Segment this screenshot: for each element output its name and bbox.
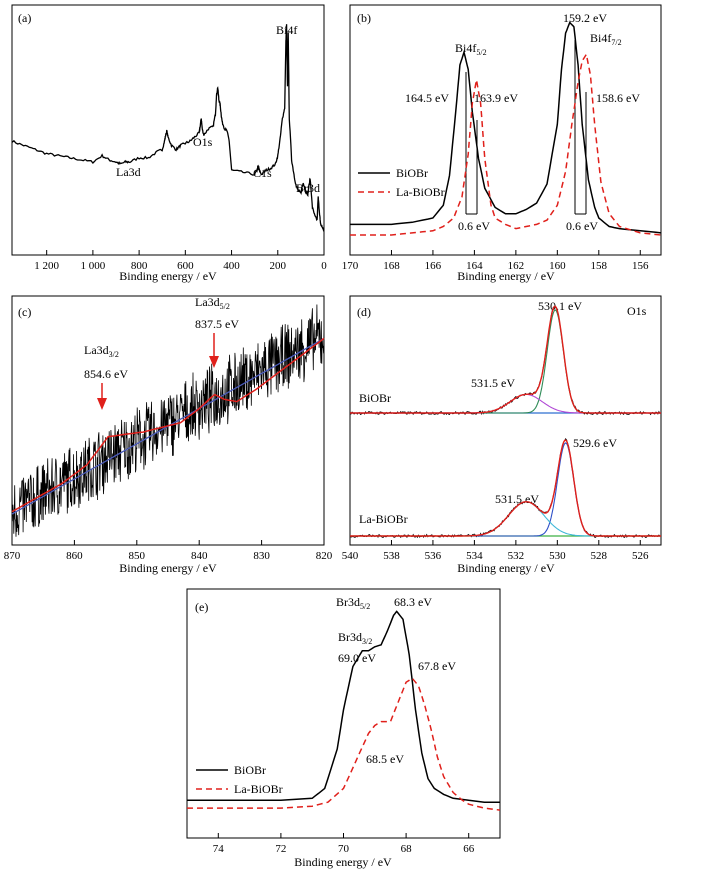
label-854-6: 854.6 eV (84, 367, 128, 381)
x-tick-label: 800 (131, 260, 148, 272)
panel-c-frame (11, 295, 325, 546)
x-tick-label: 158 (591, 260, 608, 272)
survey-spectrum-line (11, 24, 325, 232)
label-la3d: La3d (116, 165, 141, 179)
panel-e-legend: BiOBr La-BiOBr (196, 763, 283, 796)
panel-b: (b) Bi4f5/2 Bi4f7/2 159.2 eV 158.6 eV 16… (349, 4, 662, 283)
fit-line (11, 337, 325, 513)
label-la3d52: La3d5/2 (195, 295, 230, 311)
panel-b-label: (b) (357, 11, 371, 25)
label-530-1: 530.1 eV (538, 299, 582, 313)
label-164-5: 164.5 eV (405, 91, 449, 105)
series-line-biobr (187, 610, 500, 803)
label-br3d52: Br3d5/2 (336, 595, 370, 611)
panel-a-label: (a) (18, 11, 31, 25)
panel-e-xlabel: Binding energy / eV (294, 855, 392, 869)
x-tick-label: 840 (191, 550, 208, 562)
panel-c-label: (c) (18, 305, 31, 319)
x-tick-label: 74 (213, 843, 225, 855)
label-shift-1: 0.6 eV (458, 219, 490, 233)
x-tick-label: 534 (466, 550, 483, 562)
x-tick-label: 66 (463, 843, 475, 855)
arrow-854-6 (97, 383, 107, 410)
label-163-9: 163.9 eV (474, 91, 518, 105)
panel-b-legend: BiOBr La-BiOBr (358, 166, 445, 199)
panel-a: (a) Bi4f O1s La3d C1s Br3d Binding energ… (11, 4, 325, 283)
label-531-5-top: 531.5 eV (471, 376, 515, 390)
legend-e-la-biobr: La-BiOBr (234, 782, 283, 796)
x-tick-label: 526 (632, 550, 649, 562)
x-tick-label: 850 (129, 550, 146, 562)
x-tick-label: 72 (275, 843, 286, 855)
label-837-5: 837.5 eV (195, 317, 239, 331)
label-159-2: 159.2 eV (563, 11, 607, 25)
x-tick-label: 162 (508, 260, 525, 272)
label-la3d32: La3d3/2 (84, 343, 119, 359)
arrow-837-5 (209, 333, 219, 368)
panel-b-xlabel: Binding energy / eV (457, 269, 555, 283)
x-tick-label: 168 (383, 260, 400, 272)
x-tick-label: 164 (466, 260, 483, 272)
x-tick-label: 830 (253, 550, 270, 562)
panel-e-label: (e) (195, 600, 208, 614)
x-tick-label: 200 (270, 260, 287, 272)
series-line-la-biobr (187, 677, 501, 811)
label-158-6: 158.6 eV (596, 91, 640, 105)
label-shift-2: 0.6 eV (566, 219, 598, 233)
x-tick-label: 870 (4, 550, 21, 562)
label-br3d32: Br3d3/2 (338, 630, 372, 646)
label-bi4f72: Bi4f7/2 (590, 31, 622, 47)
x-tick-label: 166 (425, 260, 442, 272)
panel-d-frame (349, 295, 662, 546)
label-bi4f52: Bi4f5/2 (455, 41, 487, 57)
legend-la-biobr: La-BiOBr (396, 185, 445, 199)
panel-c-xlabel: Binding energy / eV (119, 561, 217, 575)
x-tick-label: 170 (342, 260, 359, 272)
panel-d-xlabel: Binding energy / eV (457, 561, 555, 575)
label-o1s-d: O1s (627, 304, 647, 318)
series-line-biobr (350, 21, 662, 234)
label-68-3: 68.3 eV (394, 595, 432, 609)
x-tick-label: 160 (549, 260, 566, 272)
panel-e: (e) Br3d5/2 68.3 eV Br3d3/2 69.0 eV 67.8… (186, 588, 501, 869)
label-biobr-d: BiOBr (359, 391, 391, 405)
legend-e-biobr: BiOBr (234, 763, 266, 777)
x-tick-label: 528 (591, 550, 608, 562)
x-tick-label: 540 (342, 550, 359, 562)
label-529-6: 529.6 eV (573, 436, 617, 450)
panel-d-label: (d) (357, 305, 371, 319)
legend-biobr: BiOBr (396, 166, 428, 180)
x-tick-label: 68 (401, 843, 413, 855)
x-tick-label: 1 000 (81, 260, 106, 272)
panel-c: (c) La3d3/2 854.6 eV La3d5/2 837.5 eV Bi… (11, 295, 325, 575)
x-tick-label: 70 (338, 843, 350, 855)
x-tick-label: 538 (383, 550, 400, 562)
d-fit-line-0 (350, 305, 661, 414)
label-67-8: 67.8 eV (418, 659, 456, 673)
x-tick-label: 532 (508, 550, 525, 562)
chart-marks: 1 200 1 000 800 600 400 200 0 170 168 166 164 162 16… (4, 21, 662, 855)
panel-a-frame (11, 4, 325, 256)
label-o1s: O1s (193, 135, 213, 149)
label-la-biobr-d: La-BiOBr (359, 512, 408, 526)
series-line-la-biobr (350, 52, 662, 236)
panel-b-frame (349, 4, 662, 256)
x-tick-label: 820 (316, 550, 333, 562)
x-tick-label: 600 (177, 260, 194, 272)
d-fit-line-1 (350, 439, 661, 537)
x-tick-label: 400 (223, 260, 240, 272)
x-tick-label: 860 (66, 550, 83, 562)
x-tick-label: 536 (425, 550, 442, 562)
label-68-5: 68.5 eV (366, 752, 404, 766)
raw-noisy-line (11, 304, 325, 537)
d-raw-line-0 (349, 305, 662, 416)
d-component-0-0 (350, 309, 661, 414)
x-tick-label: 156 (632, 260, 649, 272)
x-tick-label: 1 200 (34, 260, 59, 272)
panel-a-xlabel: Binding energy / eV (119, 269, 217, 283)
x-tick-label: 530 (549, 550, 566, 562)
x-tick-label: 0 (321, 260, 327, 272)
panel-d: (d) O1s 530.1 eV 531.5 eV BiOBr 529.6 eV… (349, 295, 662, 575)
